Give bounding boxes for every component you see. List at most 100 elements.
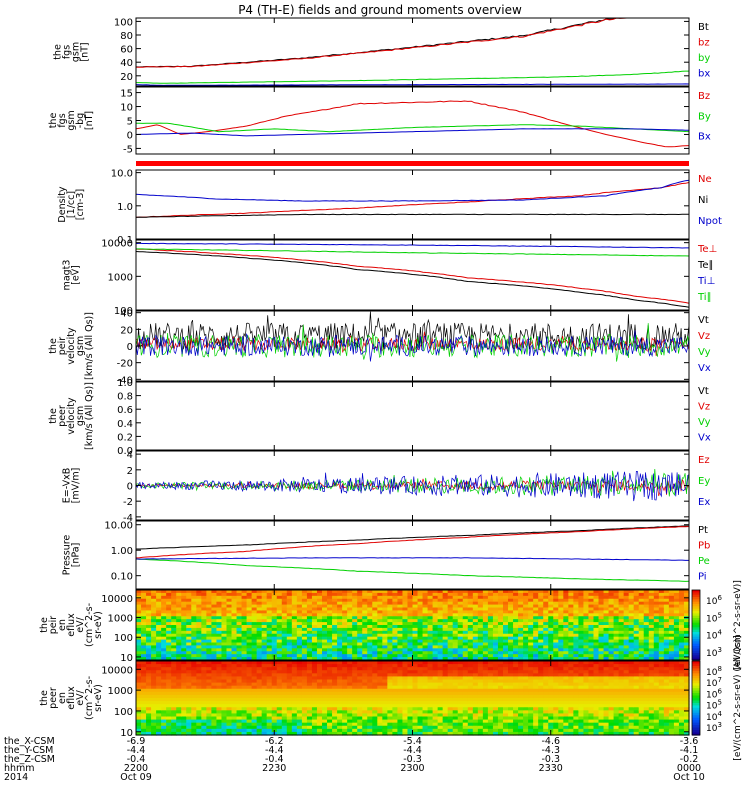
heatmap-cell (367, 645, 373, 649)
heatmap-cell (427, 598, 434, 603)
heatmap-cell (347, 645, 353, 649)
heatmap-cell (251, 607, 258, 612)
heatmap-cell (668, 636, 675, 641)
heatmap-cell (492, 661, 499, 665)
heatmap-cell (186, 654, 192, 658)
heatmap-cell (663, 592, 670, 597)
heatmap-cell (342, 698, 348, 702)
y-tick-label: -5 (123, 144, 133, 155)
heatmap-cell (316, 682, 323, 687)
heatmap-cell (628, 592, 635, 597)
heatmap-cell (246, 731, 253, 736)
heatmap-cell (518, 667, 524, 671)
heatmap-cell (357, 716, 363, 721)
heatmap-cell (603, 654, 610, 658)
heatmap-cell (271, 691, 278, 696)
heatmap-cell (146, 616, 152, 620)
heatmap-cell (472, 604, 479, 609)
heatmap-cell (301, 698, 308, 702)
heatmap-cell (528, 673, 534, 678)
heatmap-cell (306, 707, 313, 711)
heatmap-cell (528, 595, 534, 600)
heatmap-cell (523, 682, 529, 687)
heatmap-cell (683, 636, 690, 641)
heatmap-cell (311, 622, 318, 626)
heatmap-cell (563, 648, 569, 652)
heatmap-cell (482, 670, 489, 674)
heatmap-cell (432, 676, 439, 681)
heatmap-cell (146, 688, 152, 693)
heatmap-cell (382, 639, 388, 644)
heatmap-cell (447, 664, 454, 668)
heatmap-cell (452, 630, 459, 635)
heatmap-cell (502, 704, 509, 708)
heatmap-cell (508, 610, 514, 614)
heatmap-cell (452, 694, 459, 699)
heatmap-cell (306, 713, 313, 718)
heatmap-cell (176, 636, 182, 641)
heatmap-cell (427, 601, 434, 606)
heatmap-cell (266, 627, 273, 632)
heatmap-cell (246, 648, 253, 652)
heatmap-cell (603, 604, 610, 609)
heatmap-cell (502, 685, 509, 690)
heatmap-cell (151, 679, 157, 684)
heatmap-cell (322, 725, 328, 730)
heatmap-cell (442, 691, 449, 696)
heatmap-cell (392, 661, 399, 665)
heatmap-cell (271, 651, 278, 655)
heatmap-cell (407, 595, 414, 600)
heatmap-cell (427, 682, 434, 687)
heatmap-cell (261, 667, 268, 671)
heatmap-cell (447, 725, 454, 730)
heatmap-cell (161, 636, 167, 641)
heatmap-cell (447, 601, 454, 606)
heatmap-cell (387, 657, 393, 661)
heatmap-cell (442, 710, 449, 715)
heatmap-cell (327, 682, 333, 687)
heatmap-cell (311, 676, 318, 681)
heatmap-cell (673, 610, 680, 614)
y-tick-label: -4 (123, 513, 133, 524)
heatmap-cell (377, 648, 383, 652)
heatmap-cell (186, 707, 192, 711)
heatmap-cell (513, 682, 519, 687)
heatmap-cell (648, 630, 655, 635)
heatmap-cell (291, 633, 298, 638)
heatmap-cell (417, 707, 424, 711)
heatmap-cell (256, 670, 263, 674)
heatmap-cell (226, 639, 233, 644)
heatmap-cell (467, 667, 474, 671)
heatmap-cell (342, 630, 348, 635)
heatmap-cell (367, 630, 373, 635)
heatmap-cell (352, 607, 358, 612)
heatmap-cell (286, 694, 293, 699)
heatmap-cell (271, 636, 278, 641)
heatmap-cell (296, 657, 303, 661)
heatmap-cell (337, 610, 343, 614)
heatmap-cell (286, 592, 293, 597)
heatmap-cell (211, 664, 218, 668)
heatmap-cell (311, 648, 318, 652)
heatmap-cell (663, 625, 670, 629)
heatmap-cell (417, 661, 424, 665)
heatmap-cell (668, 592, 675, 597)
heatmap-cell (136, 679, 142, 684)
heatmap-cell (447, 719, 454, 724)
heatmap-cell (613, 607, 620, 612)
heatmap-cell (342, 676, 348, 681)
heatmap-cell (306, 604, 313, 609)
heatmap-cell (342, 595, 348, 600)
heatmap-cell (538, 622, 544, 626)
heatmap-cell (276, 682, 283, 687)
heatmap-cell (322, 682, 328, 687)
heatmap-cell (502, 616, 509, 620)
heatmap-cell (291, 639, 298, 644)
heatmap-cell (322, 701, 328, 705)
heatmap-cell (523, 645, 529, 649)
heatmap-cell (301, 676, 308, 681)
heatmap-cell (316, 642, 323, 647)
heatmap-cell (221, 651, 228, 655)
heatmap-cell (442, 685, 449, 690)
heatmap-cell (447, 590, 454, 594)
